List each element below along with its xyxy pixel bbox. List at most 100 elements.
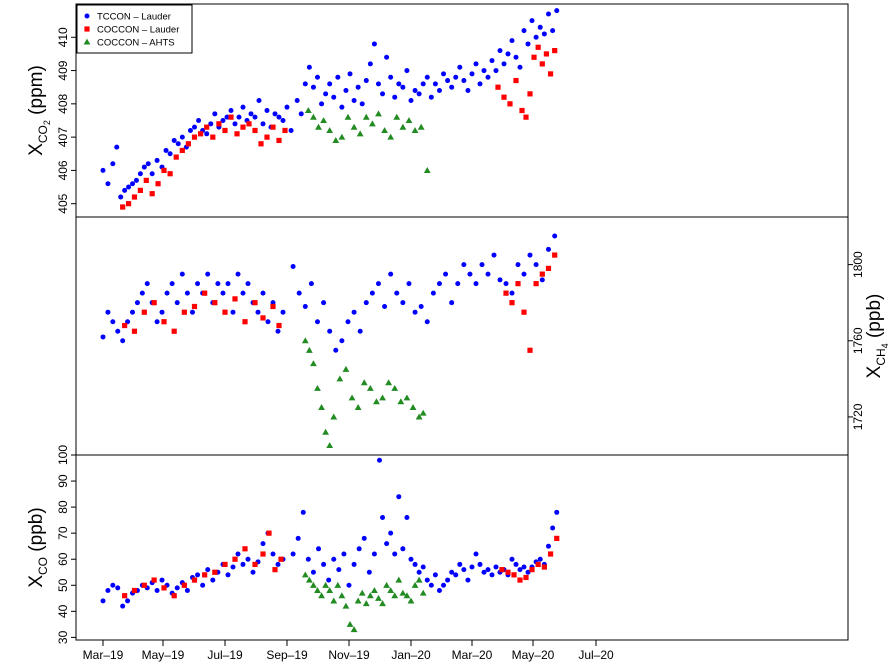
data-point-co2-tccon-circle xyxy=(327,81,333,87)
data-point-co2-tccon-circle xyxy=(323,91,329,97)
data-point-ch4-coccon-square xyxy=(552,252,558,258)
data-point-ch4-tccon-circle xyxy=(179,271,185,277)
data-point-co-coccon-square xyxy=(499,567,505,573)
y-tick-label-co: 60 xyxy=(56,552,70,566)
x-tick-label: Sep–19 xyxy=(266,648,308,662)
y-tick-label-co2: 409 xyxy=(56,60,70,80)
data-point-co2-tccon-circle xyxy=(288,127,294,133)
data-point-co2-tccon-circle xyxy=(220,117,226,123)
data-point-co-coccon-triangle xyxy=(383,581,391,588)
y-tick-label-co: 100 xyxy=(56,445,70,465)
data-point-co2-tccon-circle xyxy=(114,144,120,150)
data-point-ch4-tccon-circle xyxy=(339,338,345,344)
data-point-ch4-tccon-circle xyxy=(455,281,461,287)
data-point-co-tccon-circle xyxy=(115,585,121,591)
data-point-co2-tccon-circle xyxy=(240,104,246,110)
data-point-co-coccon-square xyxy=(122,593,128,599)
legend-marker xyxy=(83,38,91,45)
data-point-co2-tccon-circle xyxy=(449,84,455,90)
data-point-ch4-coccon-triangle xyxy=(310,360,317,367)
data-point-co2-tccon-circle xyxy=(363,78,369,84)
data-point-co-tccon-circle xyxy=(424,577,430,583)
data-point-co2-coccon-square xyxy=(547,71,554,77)
data-point-co2-tccon-circle xyxy=(137,171,143,177)
data-point-co2-tccon-circle xyxy=(280,117,286,123)
data-point-ch4-tccon-circle xyxy=(443,271,449,277)
data-point-co2-tccon-circle xyxy=(404,68,410,74)
data-point-co-coccon-triangle xyxy=(330,597,338,604)
data-point-co2-tccon-circle xyxy=(179,134,185,140)
data-point-co2-coccon-square xyxy=(125,201,132,207)
data-point-co2-tccon-circle xyxy=(256,98,262,104)
data-point-co2-coccon-square xyxy=(513,77,519,84)
data-point-co-coccon-triangle xyxy=(322,581,330,588)
data-point-co-tccon-circle xyxy=(432,572,438,578)
data-point-ch4-tccon-circle xyxy=(394,290,400,296)
data-point-co2-tccon-circle xyxy=(554,8,560,14)
data-point-ch4-tccon-circle xyxy=(436,281,442,287)
data-point-ch4-tccon-circle xyxy=(275,328,281,334)
x-tick-label: Nov–19 xyxy=(328,648,370,662)
data-point-ch4-tccon-circle xyxy=(400,300,406,306)
data-point-co-coccon-triangle xyxy=(375,594,382,601)
data-point-co-tccon-circle xyxy=(371,551,377,557)
data-point-co2-tccon-circle xyxy=(367,61,373,67)
data-point-ch4-coccon-triangle xyxy=(301,337,309,344)
data-point-ch4-coccon-triangle xyxy=(415,413,423,420)
data-point-co-coccon-triangle xyxy=(366,592,374,599)
data-point-co-tccon-circle xyxy=(120,603,126,609)
x-tick-label: Mar–19 xyxy=(83,648,124,662)
data-point-co-tccon-circle xyxy=(554,509,560,515)
y-tick-label-co2: 410 xyxy=(56,27,70,47)
data-point-co2-coccon-square xyxy=(539,61,545,67)
data-point-co2-tccon-circle xyxy=(167,151,173,157)
data-point-co-coccon-triangle xyxy=(411,581,419,588)
data-point-co-tccon-circle xyxy=(366,569,372,575)
data-point-ch4-coccon-square xyxy=(515,281,521,287)
data-point-co-tccon-circle xyxy=(275,561,281,567)
data-point-co-tccon-circle xyxy=(341,551,347,557)
data-point-ch4-coccon-square xyxy=(151,300,157,306)
data-point-co2-tccon-circle xyxy=(465,88,471,94)
data-point-ch4-tccon-circle xyxy=(479,262,485,268)
data-point-co-coccon-square xyxy=(523,574,529,581)
data-point-co2-coccon-square xyxy=(234,131,240,137)
data-point-ch4-coccon-triangle xyxy=(314,384,321,391)
data-point-ch4-coccon-triangle xyxy=(373,398,380,405)
data-point-ch4-coccon-triangle xyxy=(366,384,374,391)
data-point-co2-tccon-circle xyxy=(192,124,198,130)
data-point-ch4-coccon-square xyxy=(181,309,187,315)
data-point-co-coccon-triangle xyxy=(305,576,313,583)
data-point-co2-tccon-circle xyxy=(130,181,136,187)
data-point-co-tccon-circle xyxy=(481,569,487,575)
data-point-co2-coccon-triangle xyxy=(304,107,312,114)
data-point-co2-coccon-square xyxy=(149,191,155,197)
data-point-co-tccon-circle xyxy=(545,543,551,549)
data-point-co-tccon-circle xyxy=(331,556,337,562)
data-point-co-tccon-circle xyxy=(550,525,556,531)
data-point-co-tccon-circle xyxy=(404,515,410,521)
data-point-ch4-tccon-circle xyxy=(424,319,430,325)
data-point-co2-coccon-triangle xyxy=(320,117,327,124)
data-point-co-tccon-circle xyxy=(441,582,447,588)
data-point-co2-coccon-triangle xyxy=(387,133,395,140)
data-point-co2-tccon-circle xyxy=(420,81,426,87)
data-point-co2-coccon-square xyxy=(131,194,138,200)
data-point-co-coccon-triangle xyxy=(358,589,366,596)
data-point-co2-tccon-circle xyxy=(264,108,270,113)
data-point-ch4-tccon-circle xyxy=(473,281,479,287)
data-point-ch4-tccon-circle xyxy=(164,290,170,296)
data-point-co2-coccon-square xyxy=(185,141,192,147)
data-point-co2-tccon-circle xyxy=(481,68,487,74)
y-tick-label-ch4: 1720 xyxy=(851,403,865,430)
data-point-ch4-tccon-circle xyxy=(100,334,106,340)
data-point-co2-tccon-circle xyxy=(509,38,515,44)
data-point-co2-coccon-triangle xyxy=(356,130,364,137)
data-point-ch4-tccon-circle xyxy=(245,281,251,287)
data-point-co-tccon-circle xyxy=(305,556,311,562)
data-point-co2-tccon-circle xyxy=(396,81,402,87)
data-point-ch4-coccon-square xyxy=(527,347,533,353)
data-point-ch4-coccon-triangle xyxy=(318,404,325,410)
y-axis-label-ch4: XCH4 (ppb) xyxy=(864,294,890,379)
